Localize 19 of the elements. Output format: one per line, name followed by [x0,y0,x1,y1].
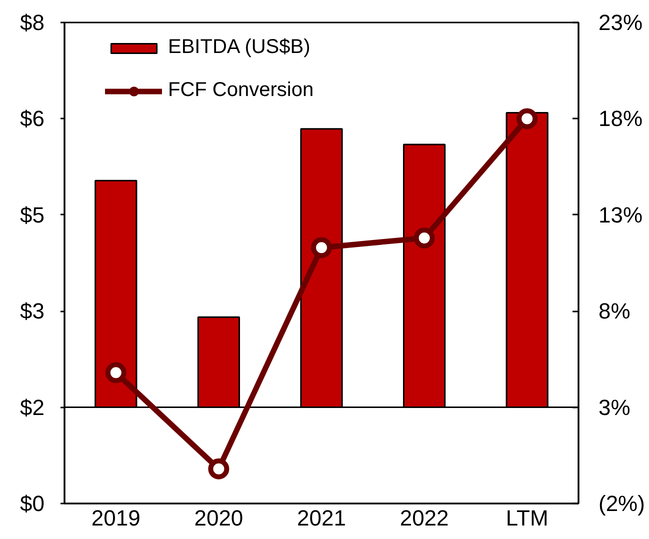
y2-tick-label: 13% [598,202,643,228]
x-tick-label: 2019 [91,506,140,530]
y-tick-label: $2 [20,394,45,420]
legend-label: EBITDA (US$B) [168,36,310,59]
y-tick-label: $3 [20,298,45,324]
y2-tick-label: (2%) [598,491,645,516]
y-tick-label: $0 [20,491,45,516]
y2-tick-label: 18% [598,106,643,132]
x-tick-label: 2021 [297,506,346,530]
y2-tick-label: 23% [598,10,643,35]
y-tick-label: $6 [20,106,45,132]
y2-tick-label: 8% [598,298,630,324]
x-tick-label: 2022 [400,506,449,530]
x-tick-label: LTM [506,506,548,530]
x-tick-label: 2020 [194,506,244,530]
y2-tick-label: 3% [598,394,630,420]
legend-label: FCF Conversion [168,79,314,102]
y-tick-label: $5 [20,202,45,228]
y-tick-label: $8 [20,10,45,35]
